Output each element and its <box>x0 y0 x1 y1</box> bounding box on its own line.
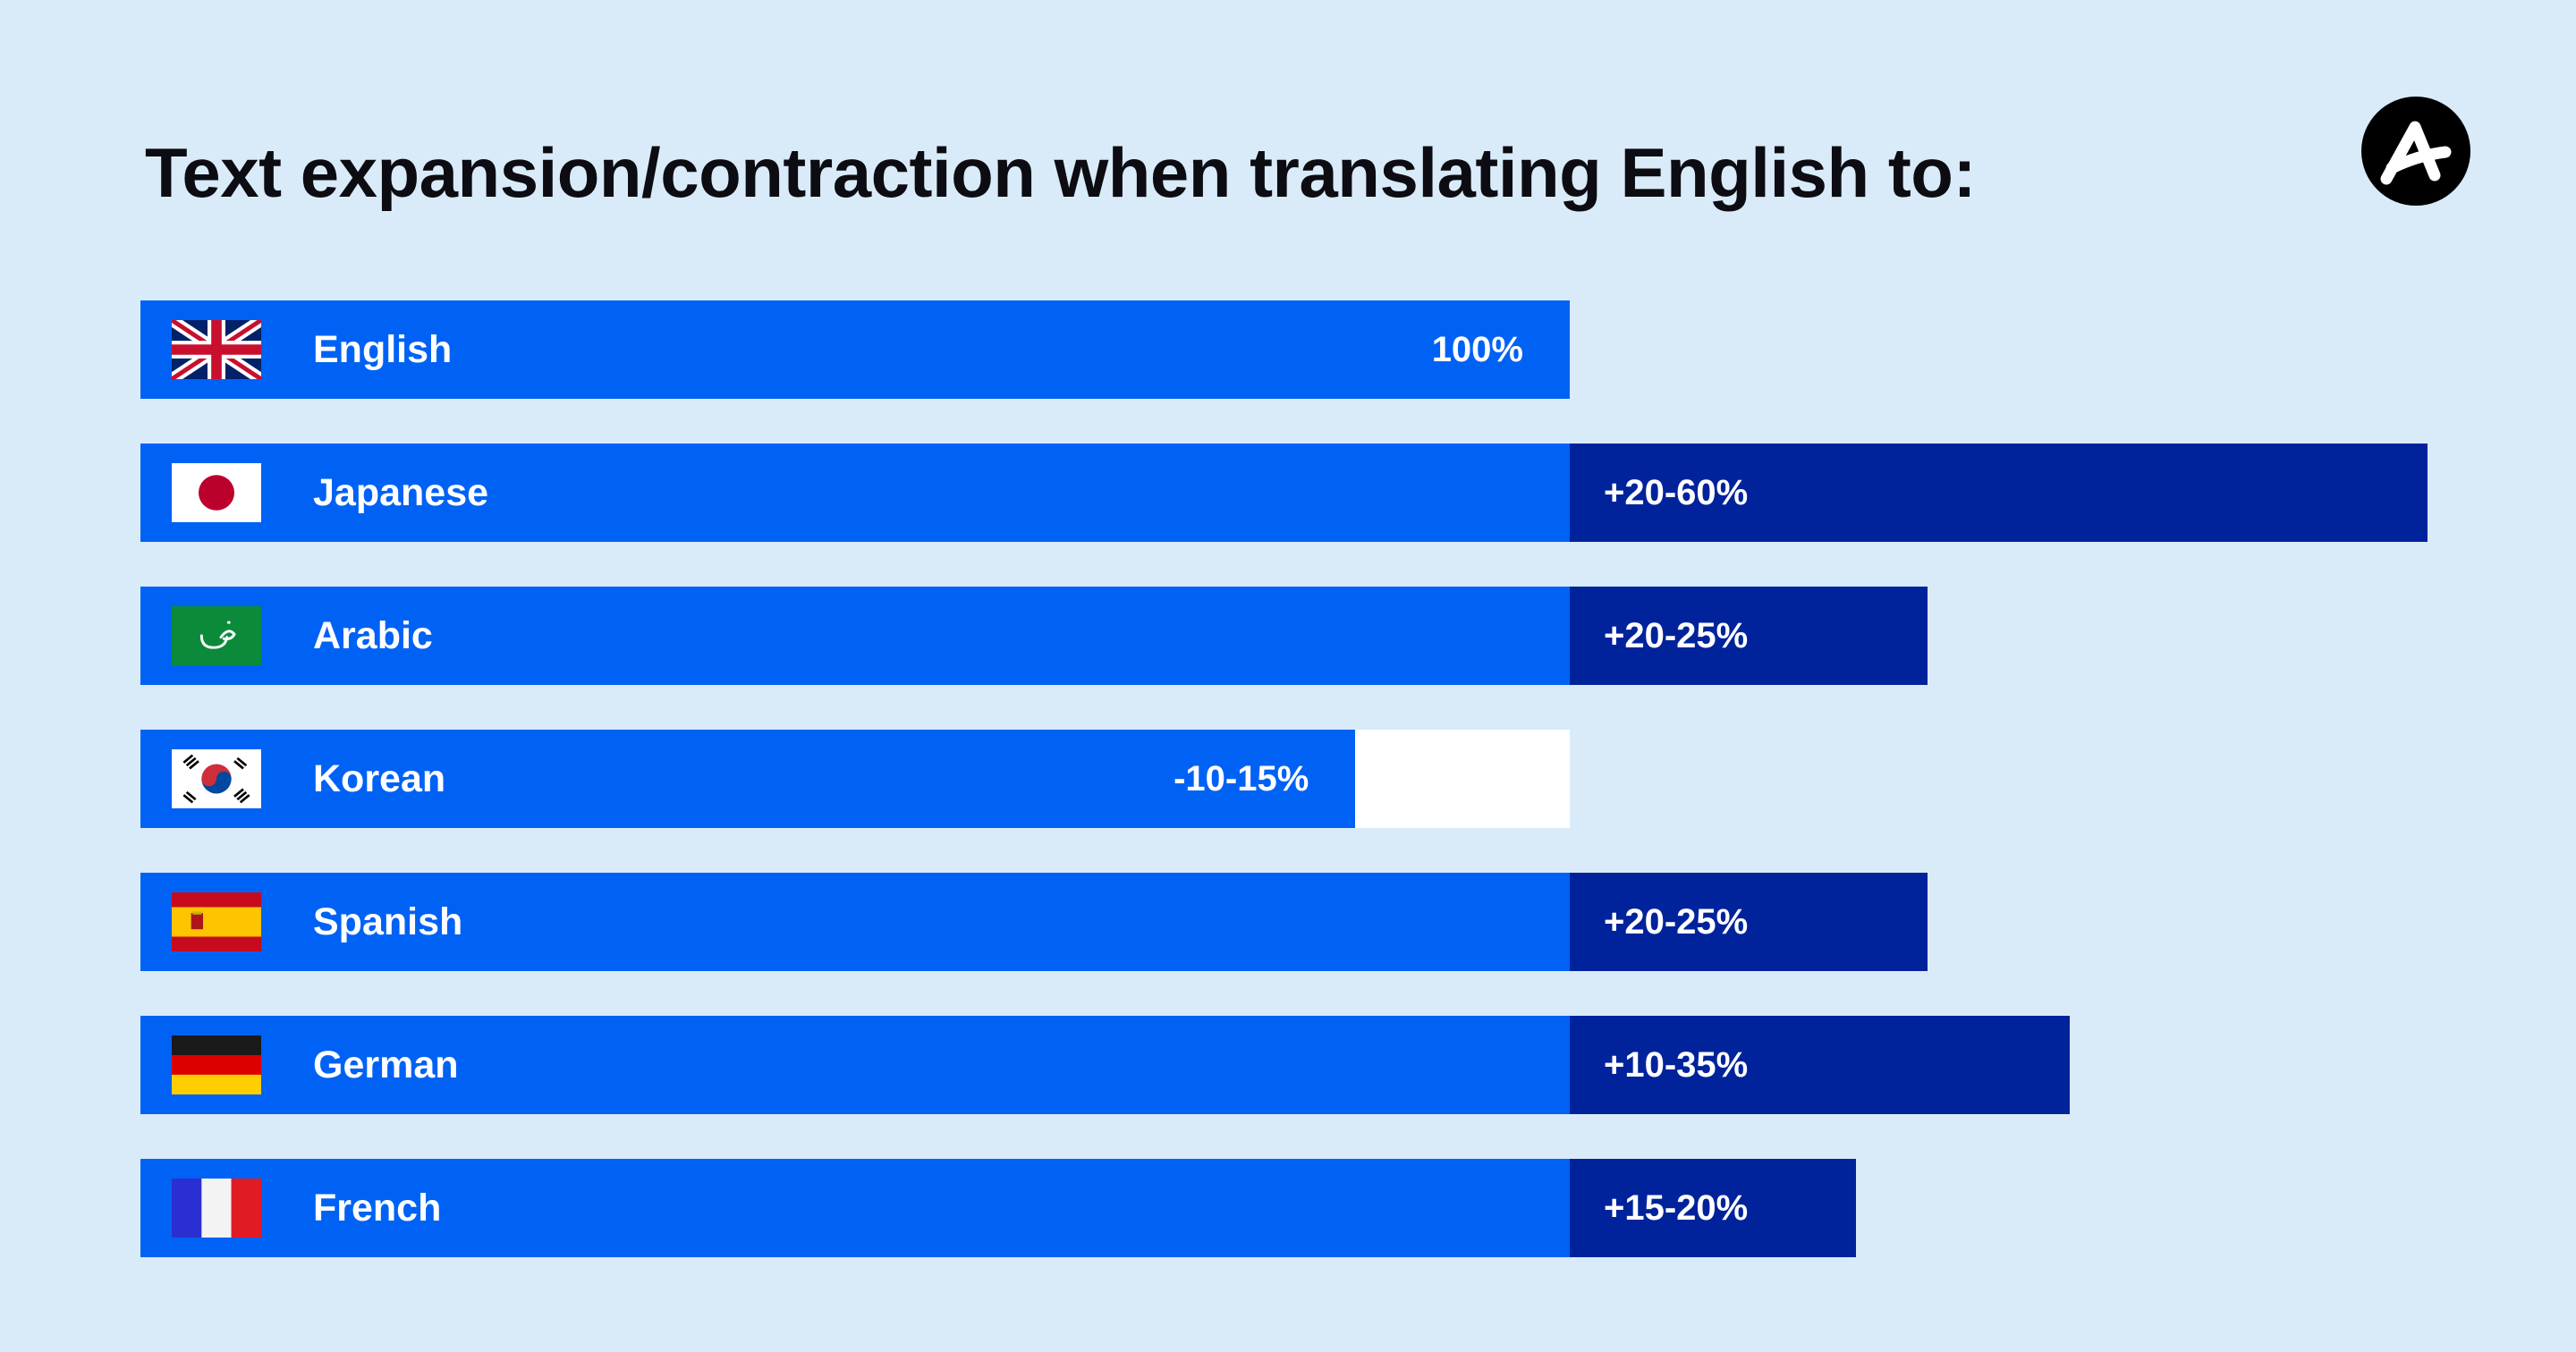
bar-english <box>140 300 1570 399</box>
expansion-bar-spanish <box>1570 873 1928 971</box>
value-label-korean: -10-15% <box>1174 759 1309 799</box>
bar-row-korean: Korean -10-15% <box>0 730 2576 828</box>
uk-flag-icon <box>172 320 261 379</box>
bar-row-german: German +10-35% <box>0 1016 2576 1114</box>
japan-flag-icon <box>172 463 261 522</box>
category-label-english: English <box>313 328 453 371</box>
category-label-german: German <box>313 1044 459 1086</box>
value-label-arabic: +20-25% <box>1604 616 1749 655</box>
category-label-korean: Korean <box>313 757 446 800</box>
expansion-bar-french <box>1570 1159 1856 1257</box>
spain-flag-icon <box>172 892 261 951</box>
bar-row-japanese: Japanese +20-60% <box>0 444 2576 542</box>
chart-title: Text expansion/contraction when translat… <box>145 133 1976 212</box>
germany-flag-icon <box>172 1035 261 1094</box>
value-label-french: +15-20% <box>1604 1188 1749 1228</box>
brand-a-logo-icon[interactable] <box>2361 97 2470 206</box>
bar-row-spanish: Spanish +20-25% <box>0 873 2576 971</box>
bar-spanish <box>140 873 1570 971</box>
bar-arabic <box>140 587 1570 685</box>
south-korea-flag-icon <box>172 749 261 808</box>
expansion-bar-japanese <box>1570 444 2428 542</box>
bar-german <box>140 1016 1570 1114</box>
category-label-japanese: Japanese <box>313 471 489 514</box>
category-label-french: French <box>313 1187 442 1229</box>
value-label-japanese: +20-60% <box>1604 473 1749 512</box>
bar-row-arabic: Arabic +20-25% <box>0 587 2576 685</box>
value-label-german: +10-35% <box>1604 1045 1749 1085</box>
bar-korean <box>140 730 1356 828</box>
value-label-spanish: +20-25% <box>1604 902 1749 942</box>
bar-japanese <box>140 444 1570 542</box>
expansion-bar-german <box>1570 1016 2071 1114</box>
category-label-arabic: Arabic <box>313 614 433 657</box>
bar-french <box>140 1159 1570 1257</box>
arabic-letter-flag-icon <box>172 606 261 665</box>
contraction-gap-korean <box>1355 730 1570 828</box>
france-flag-icon <box>172 1179 261 1238</box>
value-label-english: 100% <box>1431 330 1523 369</box>
expansion-bar-arabic <box>1570 587 1928 685</box>
bar-row-english: English 100% <box>0 300 2576 399</box>
category-label-spanish: Spanish <box>313 900 463 943</box>
bar-row-french: French +15-20% <box>0 1159 2576 1257</box>
